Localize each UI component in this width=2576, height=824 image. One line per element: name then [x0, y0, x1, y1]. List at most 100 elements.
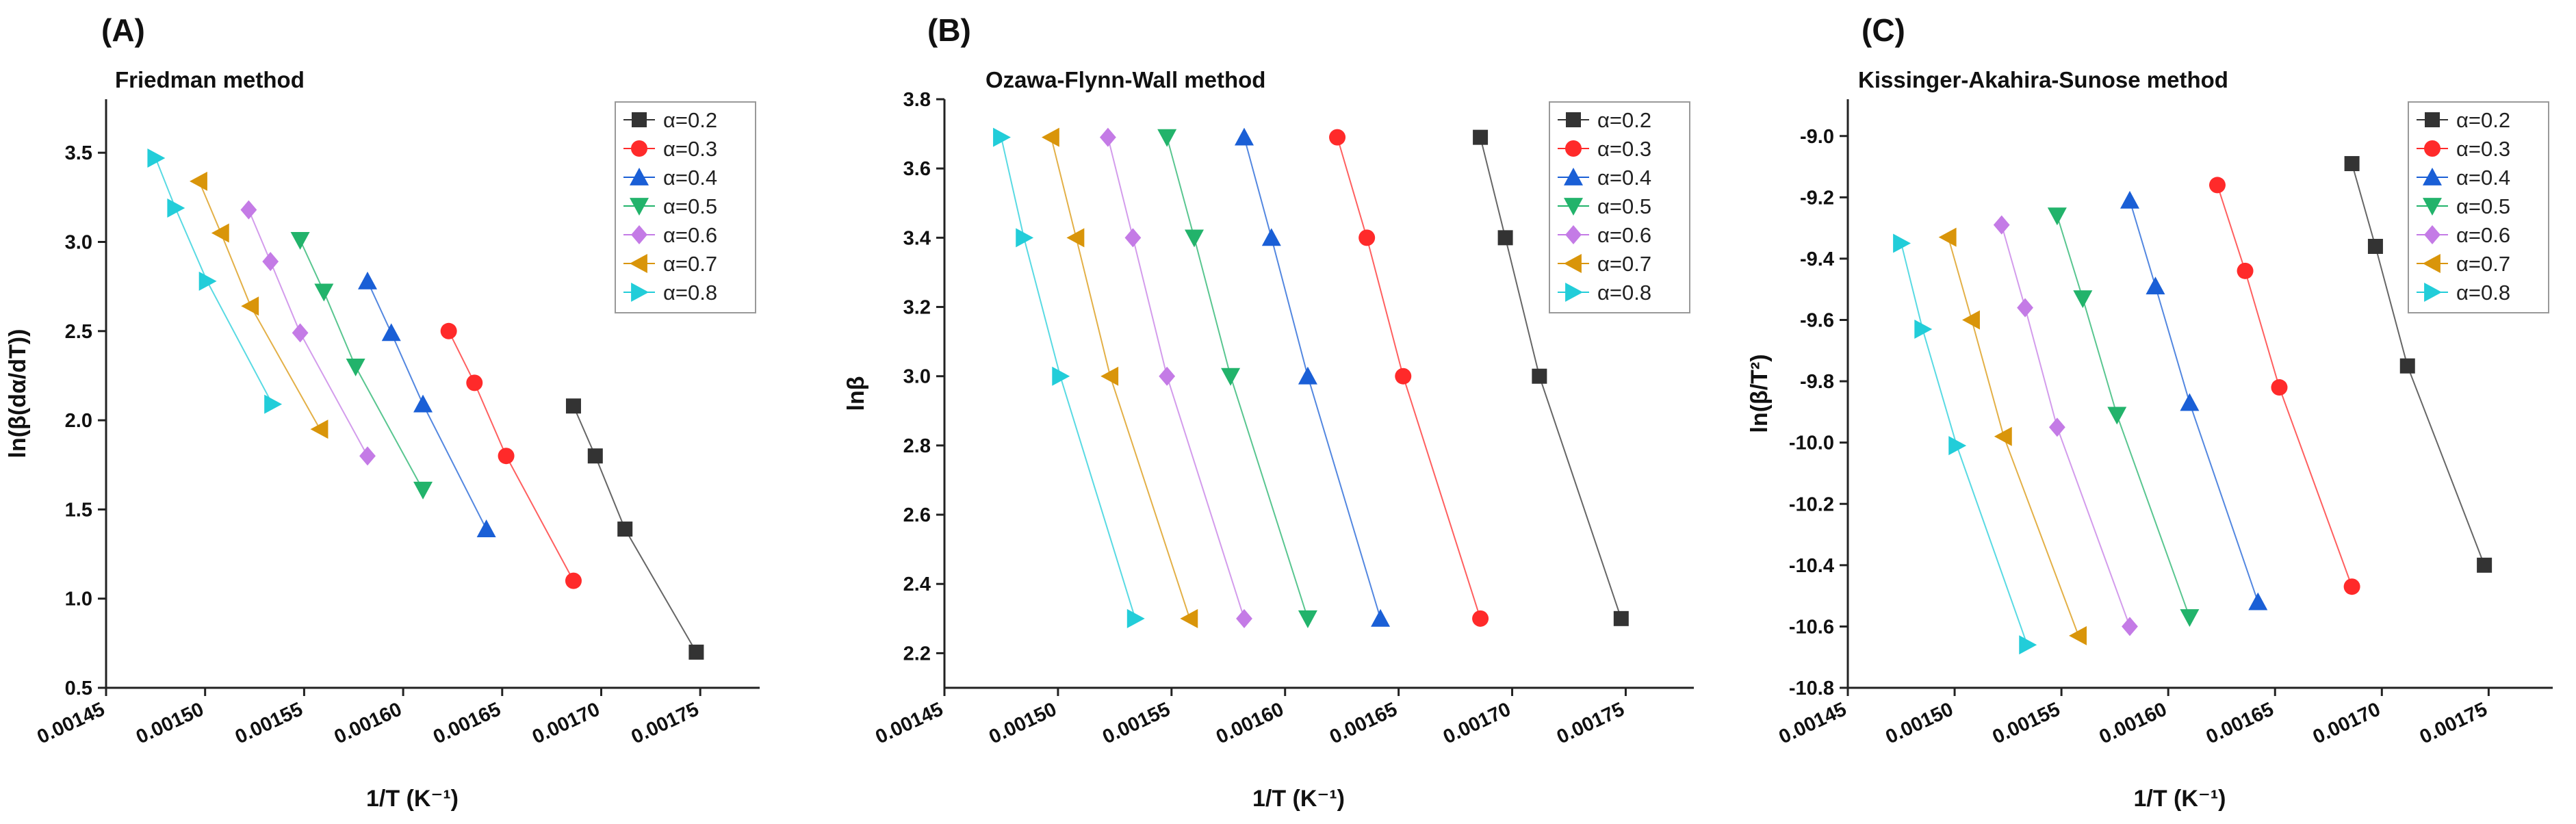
legend-label: α=0.3: [1597, 137, 1651, 161]
y-axis-label: lnβ: [843, 376, 869, 411]
series-4: [2047, 207, 2200, 627]
legend-item: α=0.8: [1558, 281, 1651, 305]
x-tick-label: 0.00170: [529, 698, 604, 748]
series-1: [1473, 129, 1629, 626]
legend-item: α=0.3: [1558, 137, 1651, 161]
series-line: [1901, 243, 2028, 645]
data-point: [1041, 127, 1059, 147]
data-point: [358, 271, 377, 289]
legend-item: α=0.7: [623, 252, 717, 276]
data-point: [498, 448, 515, 465]
data-point: [1497, 230, 1513, 246]
data-point: [211, 223, 229, 243]
data-point: [359, 446, 376, 466]
data-point: [1358, 229, 1376, 246]
legend-marker: [1566, 112, 1581, 127]
data-point: [1613, 610, 1629, 626]
data-point: [1893, 233, 1911, 253]
y-tick-label: -9.0: [1800, 126, 1834, 148]
x-tick-label: 0.00160: [1213, 698, 1287, 748]
data-point: [2019, 635, 2037, 655]
series-5: [240, 200, 376, 466]
legend-marker: [2424, 225, 2440, 244]
data-point: [2047, 207, 2067, 226]
legend-item: α=0.5: [623, 194, 717, 218]
series-1: [2344, 156, 2493, 573]
data-point: [1100, 127, 1116, 147]
series-line: [2351, 163, 2486, 566]
series-line: [1480, 137, 1622, 619]
legend-label: α=0.7: [2456, 252, 2510, 276]
data-point: [1994, 426, 2012, 446]
legend-item: α=0.2: [1558, 108, 1651, 132]
data-point: [2477, 557, 2493, 573]
y-tick-label: -10.2: [1789, 493, 1834, 515]
data-point: [314, 283, 334, 302]
legend-label: α=0.5: [2456, 194, 2510, 218]
series-line: [1244, 137, 1382, 619]
legend-label: α=0.8: [663, 281, 717, 305]
legend-item: α=0.6: [1558, 223, 1651, 247]
legend-marker: [631, 283, 649, 302]
data-point: [476, 519, 496, 537]
data-point: [1472, 610, 1489, 627]
data-point: [1157, 129, 1177, 147]
legend-label: α=0.8: [2456, 281, 2510, 305]
legend-label: α=0.4: [663, 166, 717, 190]
series-line: [1107, 137, 1245, 619]
series-3: [358, 271, 496, 537]
data-point: [565, 572, 582, 589]
data-point: [2073, 290, 2093, 309]
legend-marker: [1565, 225, 1582, 244]
chart-title: Friedman method: [115, 67, 305, 92]
series-2: [440, 322, 582, 589]
series-7: [993, 127, 1145, 628]
legend-marker: [1564, 254, 1582, 273]
x-tick-label: 0.00150: [133, 698, 207, 748]
data-point: [587, 448, 603, 464]
y-tick-label: -10.4: [1789, 555, 1834, 577]
legend-label: α=0.2: [1597, 108, 1651, 132]
data-point: [2146, 276, 2165, 295]
legend-marker: [630, 168, 649, 185]
legend-item: α=0.2: [623, 108, 717, 132]
y-tick-label: 2.2: [903, 643, 931, 665]
legend-item: α=0.6: [2417, 223, 2510, 247]
legend-marker: [2425, 112, 2440, 127]
y-tick-label: 0.5: [65, 678, 92, 699]
x-tick-label: 0.00175: [628, 698, 703, 748]
legend-item: α=0.3: [2417, 137, 2510, 161]
chart-title: Kissinger-Akahira-Sunose method: [1858, 67, 2228, 92]
y-tick-label: 1.0: [65, 589, 92, 610]
y-tick-label: 3.0: [903, 366, 931, 388]
y-tick-label: 3.6: [903, 158, 931, 180]
legend-label: α=0.6: [663, 223, 717, 247]
series-line: [248, 209, 368, 456]
x-axis-label: 1/T (K⁻¹): [366, 786, 459, 812]
legend-item: α=0.8: [623, 281, 717, 305]
data-point: [1221, 368, 1241, 386]
legend-marker: [630, 198, 649, 216]
legend-label: α=0.5: [1597, 194, 1651, 218]
panel-label: (B): [927, 12, 971, 48]
y-tick-label: 1.5: [65, 499, 92, 521]
legend-label: α=0.7: [1597, 252, 1651, 276]
legend-label: α=0.8: [1597, 281, 1651, 305]
x-tick-label: 0.00155: [1099, 698, 1174, 748]
data-point: [2208, 177, 2226, 194]
data-point: [1298, 610, 1317, 628]
data-point: [2069, 626, 2087, 645]
data-point: [2271, 379, 2288, 396]
legend-marker: [631, 140, 647, 157]
series-6: [1938, 227, 2087, 645]
legend-item: α=0.7: [2417, 252, 2510, 276]
data-point: [381, 323, 401, 342]
data-point: [1185, 229, 1204, 248]
data-point: [1180, 608, 1198, 628]
series-line: [1050, 137, 1191, 619]
legend-marker: [2423, 254, 2440, 273]
data-point: [346, 359, 365, 376]
data-point: [1962, 310, 1980, 330]
data-point: [413, 481, 433, 500]
data-point: [1159, 366, 1176, 386]
